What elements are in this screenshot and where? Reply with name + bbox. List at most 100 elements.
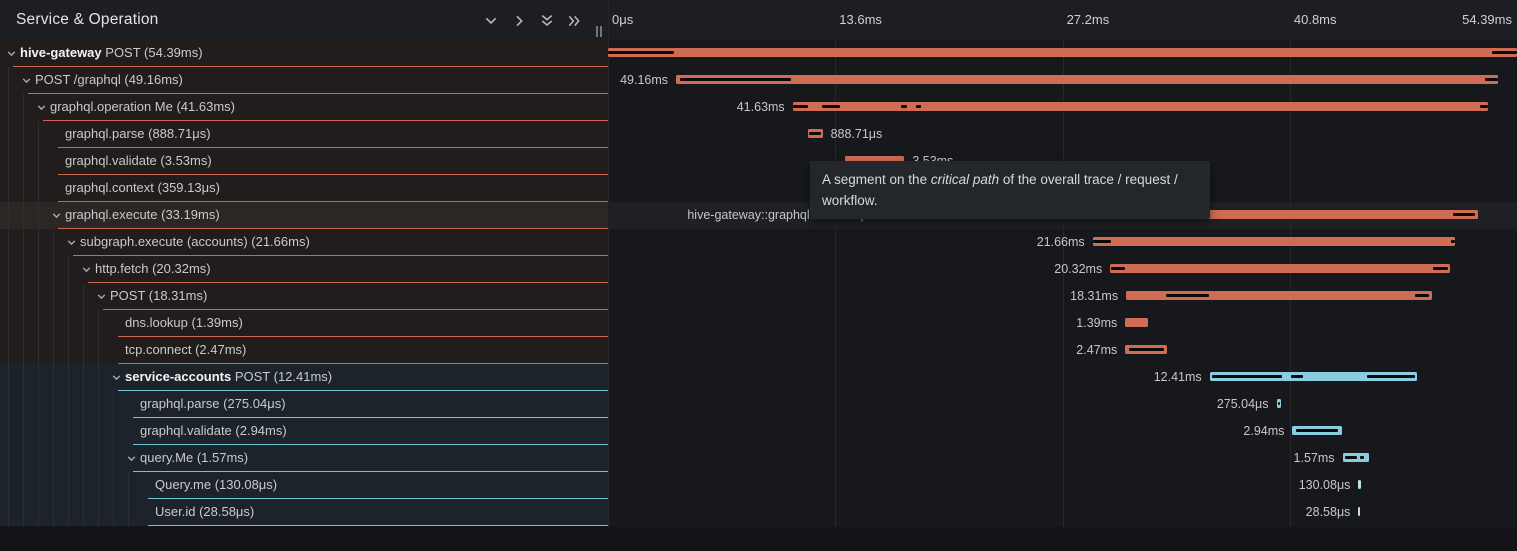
timeline-row[interactable] (608, 40, 1517, 67)
collapse-all-icon[interactable] (538, 12, 556, 29)
row-underline (118, 363, 608, 364)
span-label: graphql.operation Me (41.63ms) (50, 99, 235, 114)
timeline-row[interactable]: 18.31ms (608, 283, 1517, 310)
chevron-down-icon[interactable] (5, 47, 18, 60)
indent-guide (23, 202, 24, 229)
timeline-row[interactable]: 49.16ms (608, 67, 1517, 94)
span-bar[interactable] (1358, 506, 1361, 516)
indent-guide (8, 472, 9, 499)
timeline-row[interactable]: 275.04μs (608, 391, 1517, 418)
indent-guide (98, 337, 99, 364)
row-underline (58, 201, 608, 202)
span-duration-label: 1.39ms (1076, 316, 1118, 330)
span-bar[interactable] (1125, 344, 1167, 354)
timeline-row[interactable]: 1.57ms (608, 445, 1517, 472)
span-bar[interactable] (1209, 371, 1418, 381)
span-tree-row[interactable]: graphql.parse (275.04μs) (0, 391, 608, 418)
chevron-down-icon[interactable] (110, 371, 123, 384)
indent-guide (113, 418, 114, 445)
panel-resize-handle-icon[interactable] (593, 24, 605, 39)
critical-path-segment (1485, 77, 1498, 81)
chevron-down-icon[interactable] (20, 74, 33, 87)
span-tree-row[interactable]: Query.me (130.08μs) (0, 472, 608, 499)
span-bar[interactable] (1276, 398, 1282, 408)
chevron-down-icon[interactable] (65, 236, 78, 249)
span-tree-row[interactable]: graphql.parse (888.71μs) (0, 121, 608, 148)
indent-guide (8, 283, 9, 310)
indent-guide (38, 256, 39, 283)
span-tree-row[interactable]: query.Me (1.57ms) (0, 445, 608, 472)
collapse-one-icon[interactable] (482, 12, 500, 29)
span-bar[interactable] (1092, 236, 1455, 246)
chevron-down-icon[interactable] (50, 209, 63, 222)
span-bar[interactable] (676, 74, 1498, 84)
span-bar[interactable] (1125, 317, 1149, 327)
span-bar[interactable] (1126, 290, 1433, 300)
indent-guide (68, 337, 69, 364)
span-bar[interactable] (1358, 479, 1361, 489)
span-tree-row[interactable]: graphql.validate (2.94ms) (0, 418, 608, 445)
span-tree-row[interactable]: subgraph.execute (accounts) (21.66ms) (0, 229, 608, 256)
indent-guide (68, 283, 69, 310)
indent-guide (8, 175, 9, 202)
span-tree-row[interactable]: graphql.context (359.13μs) (0, 175, 608, 202)
span-bar[interactable] (792, 101, 1489, 111)
timeline-row[interactable]: 130.08μs (608, 472, 1517, 499)
indent-guide (53, 310, 54, 337)
indent-guide (53, 418, 54, 445)
span-label: Query.me (130.08μs) (155, 477, 278, 492)
indent-guide (98, 472, 99, 499)
chevron-down-icon[interactable] (35, 101, 48, 114)
timeline-row[interactable]: 1.39ms (608, 310, 1517, 337)
critical-path-segment (1290, 374, 1303, 378)
indent-guide (113, 445, 114, 472)
indent-guide (98, 445, 99, 472)
span-tree-row[interactable]: dns.lookup (1.39ms) (0, 310, 608, 337)
critical-path-segment (900, 104, 908, 108)
timeline-row[interactable]: 20.32ms (608, 256, 1517, 283)
timeline-row[interactable]: 2.94ms (608, 418, 1517, 445)
span-tree-row[interactable]: POST /graphql (49.16ms) (0, 67, 608, 94)
span-bar[interactable] (608, 47, 1517, 57)
span-bar[interactable] (1292, 425, 1342, 435)
timeline-row[interactable]: 28.58μs (608, 499, 1517, 526)
indent-guide (53, 391, 54, 418)
span-tree-row[interactable]: POST (18.31ms) (0, 283, 608, 310)
critical-path-segment (1480, 104, 1489, 108)
span-duration-label: 1.57ms (1293, 451, 1335, 465)
critical-path-segment (1211, 374, 1283, 378)
span-tree-row[interactable]: graphql.operation Me (41.63ms) (0, 94, 608, 121)
span-tree-row[interactable]: graphql.execute (33.19ms) (0, 202, 608, 229)
span-tree-row[interactable]: service-accounts POST (12.41ms) (0, 364, 608, 391)
span-bar[interactable] (1342, 452, 1369, 462)
span-tree-row[interactable]: http.fetch (20.32ms) (0, 256, 608, 283)
span-bar[interactable] (807, 128, 823, 138)
timeline-row[interactable]: 41.63ms (608, 94, 1517, 121)
indent-guide (53, 445, 54, 472)
span-bar[interactable] (845, 155, 905, 165)
critical-path-segment (915, 104, 922, 108)
expand-all-icon[interactable] (565, 12, 583, 29)
indent-guide (8, 148, 9, 175)
timeline-row[interactable]: 2.47ms (608, 337, 1517, 364)
chevron-down-icon[interactable] (125, 452, 138, 465)
chevron-down-icon[interactable] (95, 290, 108, 303)
span-tree-row[interactable]: tcp.connect (2.47ms) (0, 337, 608, 364)
span-tree-row[interactable]: User.id (28.58μs) (0, 499, 608, 526)
timeline-row[interactable]: 21.66ms (608, 229, 1517, 256)
chevron-down-icon[interactable] (80, 263, 93, 276)
row-underline (58, 174, 608, 175)
indent-guide (38, 499, 39, 526)
timeline-row[interactable]: 12.41ms (608, 364, 1517, 391)
axis-tick-label: 40.8ms (1293, 12, 1337, 27)
span-tree-row[interactable]: graphql.validate (3.53ms) (0, 148, 608, 175)
span-label: hive-gateway POST (54.39ms) (20, 45, 203, 60)
timeline-row[interactable]: 888.71μs (608, 121, 1517, 148)
span-bar[interactable] (1110, 263, 1450, 273)
critical-path-segment (1452, 212, 1475, 216)
expand-one-icon[interactable] (510, 12, 528, 29)
indent-guide (68, 499, 69, 526)
indent-guide (38, 148, 39, 175)
span-tree-row[interactable]: hive-gateway POST (54.39ms) (0, 40, 608, 67)
indent-guide (8, 67, 9, 94)
